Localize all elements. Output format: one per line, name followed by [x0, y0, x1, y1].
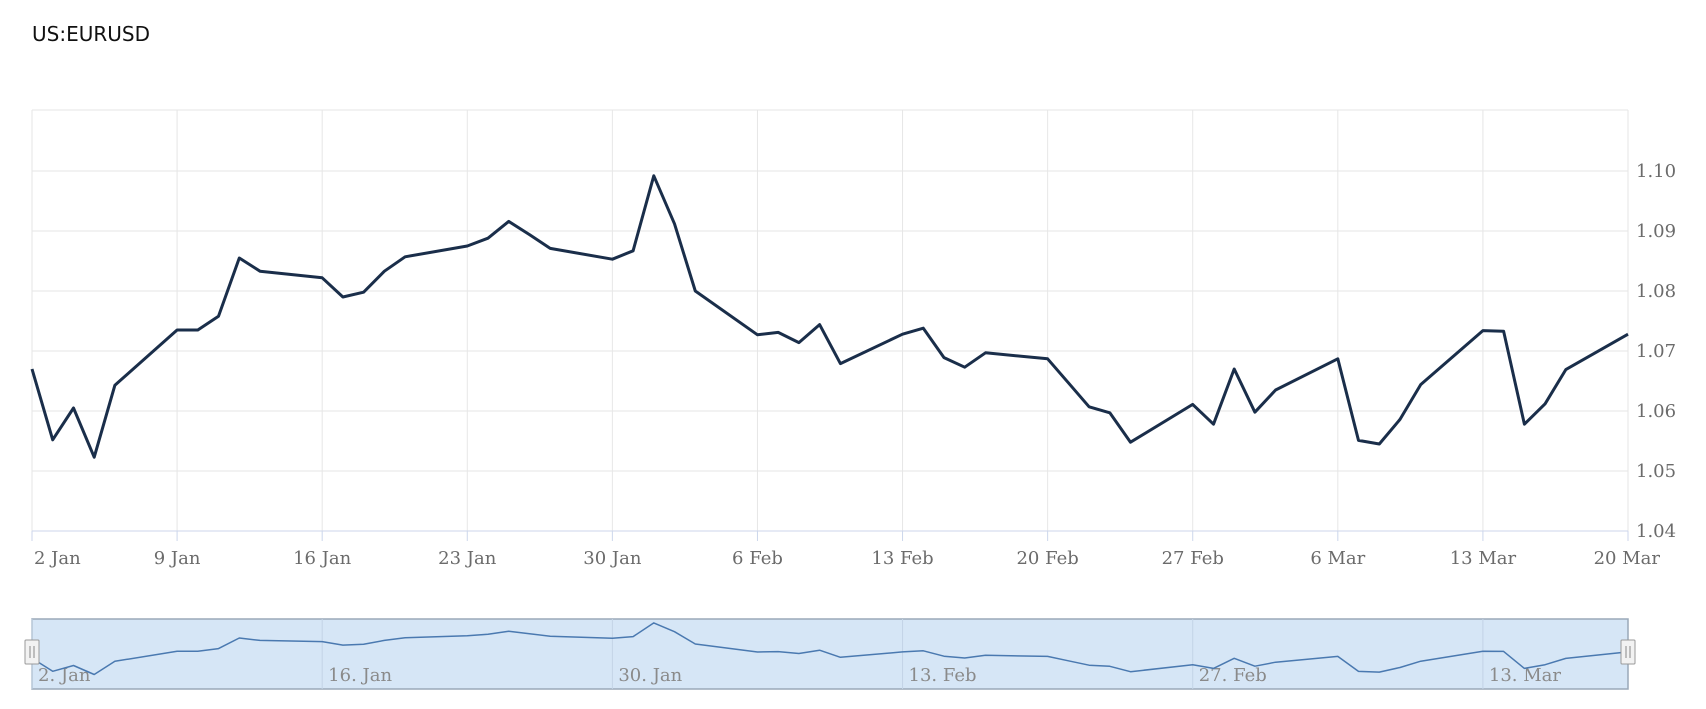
- chart-title: US:EURUSD: [32, 22, 150, 46]
- data-point[interactable]: [171, 324, 183, 336]
- series-line[interactable]: [30, 174, 1629, 459]
- data-point[interactable]: [503, 215, 515, 227]
- data-point[interactable]: [938, 352, 950, 364]
- data-point[interactable]: [109, 379, 121, 391]
- x-tick-label: 6 Mar: [1310, 548, 1365, 569]
- y-tick-label: 1.10: [1636, 161, 1676, 182]
- navigator-tick-label: 16. Jan: [328, 665, 392, 686]
- y-tick-label: 1.04: [1636, 521, 1676, 542]
- data-point[interactable]: [1332, 353, 1344, 365]
- x-tick-label: 30 Jan: [583, 548, 642, 569]
- navigator-handle-right[interactable]: [1620, 639, 1636, 665]
- navigator-tick-label: 27. Feb: [1199, 665, 1267, 686]
- navigator-tick-label: 13. Mar: [1489, 665, 1562, 686]
- data-point[interactable]: [669, 218, 681, 230]
- x-axis-ticks: 2 Jan 9 Jan 16 Jan 23 Jan 30 Jan 6 Feb 13 Feb 2…: [31, 531, 1661, 569]
- data-point[interactable]: [67, 402, 79, 414]
- y-tick-label: 1.09: [1636, 221, 1676, 242]
- x-tick-label: 20 Feb: [1016, 548, 1078, 569]
- data-point[interactable]: [461, 240, 473, 252]
- data-point[interactable]: [26, 363, 38, 375]
- data-point[interactable]: [192, 324, 204, 336]
- data-point[interactable]: [627, 245, 639, 257]
- data-point[interactable]: [1353, 434, 1365, 446]
- data-point[interactable]: [482, 232, 494, 244]
- y-axis-ticks: 1.04 1.05 1.06 1.07 1.08 1.09 1.10: [1636, 161, 1676, 542]
- data-point[interactable]: [1207, 418, 1219, 430]
- data-point[interactable]: [378, 265, 390, 277]
- data-points: [26, 170, 1634, 463]
- data-point[interactable]: [88, 451, 100, 463]
- data-point[interactable]: [1083, 401, 1095, 413]
- data-point[interactable]: [1249, 406, 1261, 418]
- data-point[interactable]: [897, 328, 909, 340]
- data-point[interactable]: [648, 170, 660, 182]
- data-point[interactable]: [917, 322, 929, 334]
- data-point[interactable]: [1228, 363, 1240, 375]
- x-tick-label: 13 Mar: [1450, 548, 1517, 569]
- series-group[interactable]: [30, 174, 1629, 459]
- y-tick-label: 1.06: [1636, 401, 1676, 422]
- data-point[interactable]: [1042, 353, 1054, 365]
- data-point[interactable]: [213, 310, 225, 322]
- data-point[interactable]: [254, 265, 266, 277]
- data-point[interactable]: [751, 329, 763, 341]
- data-point[interactable]: [1062, 377, 1074, 389]
- data-point[interactable]: [959, 361, 971, 373]
- y-tick-label: 1.08: [1636, 281, 1676, 302]
- data-point[interactable]: [399, 251, 411, 263]
- x-tick-label: 23 Jan: [438, 548, 497, 569]
- x-tick-label: 2 Jan: [34, 548, 81, 569]
- data-point[interactable]: [1518, 418, 1530, 430]
- data-point[interactable]: [337, 291, 349, 303]
- data-point[interactable]: [814, 319, 826, 331]
- data-point[interactable]: [523, 229, 535, 241]
- y-tick-label: 1.05: [1636, 461, 1676, 482]
- grid-lines: [31, 109, 1629, 531]
- navigator-tick-label: 30. Jan: [618, 665, 682, 686]
- data-point[interactable]: [1498, 325, 1510, 337]
- navigator-tick-label: 13. Feb: [909, 665, 977, 686]
- x-tick-label: 20 Mar: [1594, 548, 1661, 569]
- data-point[interactable]: [1477, 325, 1489, 337]
- y-tick-label: 1.07: [1636, 341, 1676, 362]
- data-point[interactable]: [793, 337, 805, 349]
- data-point[interactable]: [1104, 407, 1116, 419]
- x-tick-label: 9 Jan: [154, 548, 201, 569]
- data-point[interactable]: [1539, 398, 1551, 410]
- x-tick-label: 13 Feb: [871, 548, 933, 569]
- data-point[interactable]: [1270, 384, 1282, 396]
- data-point[interactable]: [358, 286, 370, 298]
- data-point[interactable]: [316, 272, 328, 284]
- x-tick-label: 27 Feb: [1162, 548, 1224, 569]
- data-point[interactable]: [689, 285, 701, 297]
- data-point[interactable]: [233, 252, 245, 264]
- x-tick-label: 6 Feb: [732, 548, 783, 569]
- data-point[interactable]: [544, 242, 556, 254]
- data-point[interactable]: [1415, 379, 1427, 391]
- data-point[interactable]: [1187, 398, 1199, 410]
- navigator-handle-left[interactable]: [24, 639, 40, 665]
- data-point[interactable]: [47, 434, 59, 446]
- data-point[interactable]: [1373, 438, 1385, 450]
- x-tick-label: 16 Jan: [293, 548, 352, 569]
- data-point[interactable]: [1622, 328, 1634, 340]
- data-point[interactable]: [1560, 364, 1572, 376]
- data-point[interactable]: [834, 358, 846, 370]
- data-point[interactable]: [1394, 413, 1406, 425]
- navigator[interactable]: 2. Jan 16. Jan 30. Jan 13. Feb 27. Feb 13. Ma…: [24, 618, 1636, 690]
- navigator-series-line: [31, 622, 1629, 676]
- data-point[interactable]: [606, 253, 618, 265]
- data-point[interactable]: [772, 326, 784, 338]
- data-point[interactable]: [1125, 436, 1137, 448]
- data-point[interactable]: [979, 347, 991, 359]
